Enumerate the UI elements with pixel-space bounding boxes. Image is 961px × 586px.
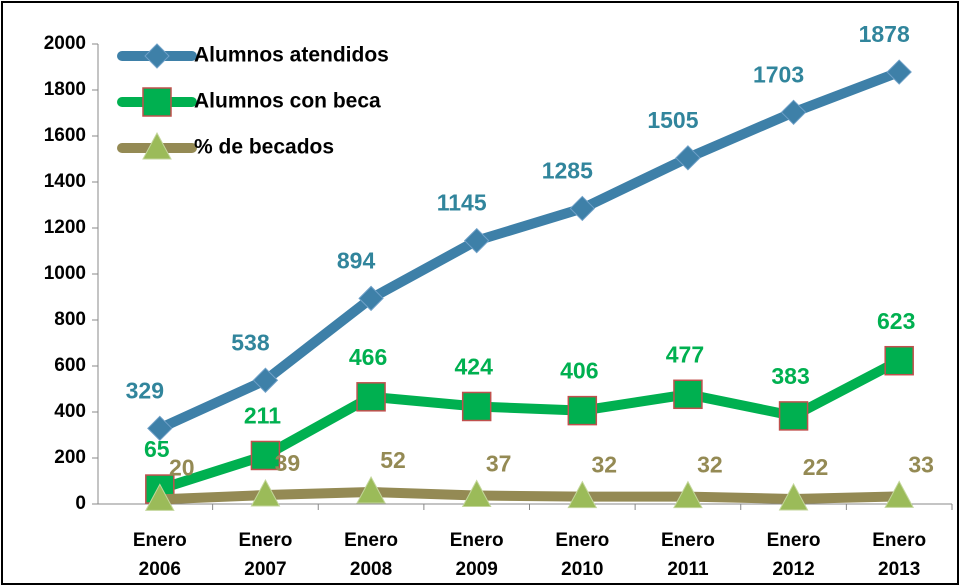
data-label: 1878 xyxy=(859,21,910,47)
data-label: 894 xyxy=(337,247,376,273)
data-label: 538 xyxy=(231,329,270,355)
data-label: 477 xyxy=(666,341,704,367)
data-label: 1505 xyxy=(647,107,698,133)
data-label: 1145 xyxy=(437,190,487,216)
data-point xyxy=(358,285,384,312)
data-point xyxy=(567,480,598,509)
data-point xyxy=(252,367,279,393)
y-tick-label: 1000 xyxy=(44,263,86,284)
data-point xyxy=(356,475,386,504)
data-label: 39 xyxy=(275,450,301,476)
y-tick-label: 1200 xyxy=(44,217,86,238)
data-point xyxy=(463,227,490,254)
series-line xyxy=(157,67,901,433)
data-label: 65 xyxy=(144,436,170,462)
data-point xyxy=(780,99,807,126)
data-point xyxy=(147,415,173,442)
x-tick-label: Enero 2012 xyxy=(766,530,821,580)
x-tick-label: Enero 2007 xyxy=(238,530,293,580)
data-label: 32 xyxy=(592,452,618,478)
y-tick-label: 2000 xyxy=(44,33,86,54)
y-tick-label: 0 xyxy=(75,493,86,514)
x-tick-label: Enero 2010 xyxy=(555,530,610,580)
y-tick-label: 400 xyxy=(54,401,86,422)
legend-marker xyxy=(142,131,172,160)
x-tick-label: Enero 2009 xyxy=(449,530,504,580)
x-tick-label: Enero 2008 xyxy=(344,530,398,580)
data-label: 33 xyxy=(908,451,934,477)
data-label: 37 xyxy=(486,451,512,477)
y-tick-label: 1400 xyxy=(44,171,86,192)
data-label: 623 xyxy=(877,308,915,334)
data-label: 1285 xyxy=(542,158,593,184)
legend-label: % de becados xyxy=(194,136,334,159)
data-label: 1703 xyxy=(753,61,804,87)
data-point xyxy=(778,401,809,431)
data-point xyxy=(461,479,492,507)
data-label: 32 xyxy=(697,452,723,478)
data-point xyxy=(886,59,912,85)
data-point xyxy=(461,391,492,422)
x-tick-label: Enero 2006 xyxy=(132,530,187,580)
data-point xyxy=(884,345,914,376)
data-point xyxy=(567,395,598,426)
y-tick-label: 600 xyxy=(54,355,86,376)
series-line xyxy=(158,356,902,494)
data-point xyxy=(250,440,281,471)
series-line xyxy=(159,487,900,505)
y-tick-label: 1800 xyxy=(44,79,86,100)
data-label: 424 xyxy=(455,354,494,380)
data-label: 383 xyxy=(771,363,809,389)
data-label: 20 xyxy=(169,454,195,480)
legend-label: Alumnos con beca xyxy=(194,90,381,113)
data-point xyxy=(569,195,596,222)
data-point xyxy=(675,145,701,171)
legend-marker xyxy=(142,87,172,117)
x-tick-label: Enero 2011 xyxy=(661,530,715,580)
data-label: 52 xyxy=(380,447,406,473)
y-tick-label: 200 xyxy=(54,447,86,468)
y-tick-label: 800 xyxy=(54,309,86,330)
data-point xyxy=(250,478,281,507)
data-label: 22 xyxy=(803,454,829,480)
data-point xyxy=(778,482,809,511)
data-point xyxy=(884,480,915,508)
data-label: 211 xyxy=(244,403,281,429)
data-point xyxy=(673,379,703,410)
data-point xyxy=(144,483,175,511)
data-label: 329 xyxy=(126,377,164,403)
legend-label: Alumnos atendidos xyxy=(194,44,389,67)
data-label: 466 xyxy=(349,344,387,370)
x-tick-label: Enero 2013 xyxy=(872,530,927,580)
data-point xyxy=(673,480,703,509)
data-point xyxy=(356,382,386,412)
y-tick-label: 1600 xyxy=(44,125,86,146)
data-label: 406 xyxy=(560,358,598,384)
legend-marker xyxy=(144,43,170,69)
